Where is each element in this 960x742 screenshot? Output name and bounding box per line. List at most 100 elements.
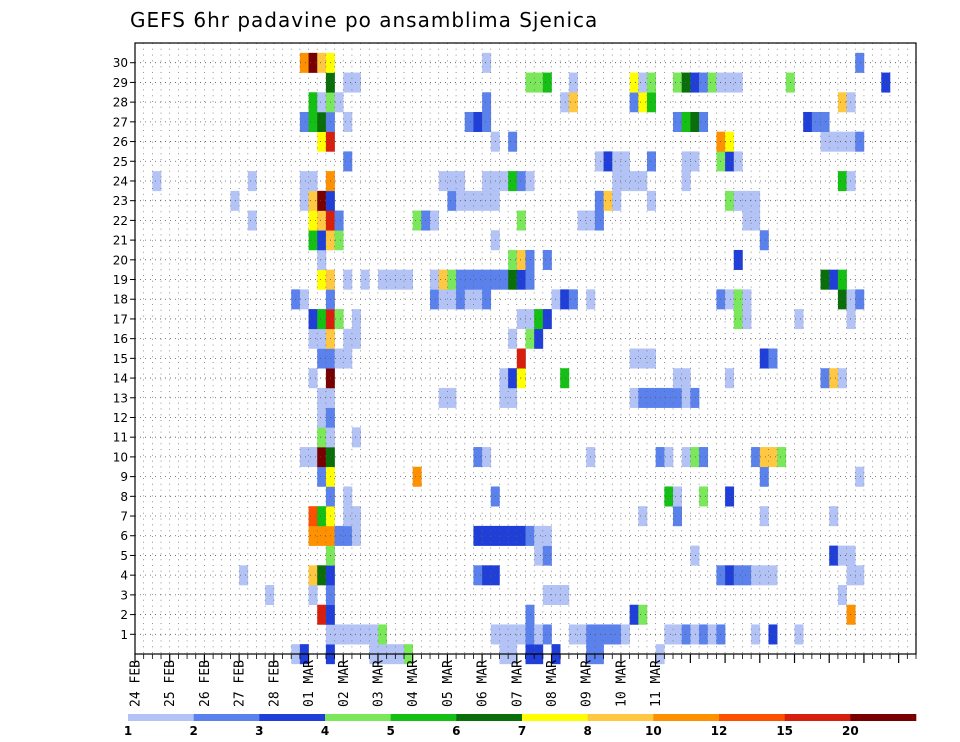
heatmap-cell (239, 565, 249, 586)
y-tick-label: 17 (113, 312, 128, 326)
heatmap-cell (516, 249, 526, 270)
grid-lines (135, 43, 916, 654)
x-tick-label: 04 MAR (406, 660, 421, 707)
heatmap-cell (317, 230, 327, 251)
heatmap-cell (646, 348, 656, 369)
heatmap-cell (308, 210, 318, 231)
heatmap-cell (612, 624, 622, 645)
colorbar-label: 7 (518, 724, 526, 738)
heatmap-cell (534, 525, 544, 546)
heatmap-cell (690, 545, 700, 566)
y-tick-label: 19 (113, 273, 128, 287)
heatmap-cell (612, 151, 622, 172)
heatmap-cell (629, 171, 639, 192)
heatmap-cell (343, 348, 353, 369)
y-tick-label: 14 (113, 372, 128, 386)
x-tick-label: 03 MAR (371, 660, 386, 707)
y-tick-label: 30 (113, 56, 128, 70)
heatmap-cell (846, 289, 856, 310)
heatmap-cell (811, 111, 821, 132)
heatmap-cell (629, 72, 639, 93)
heatmap-cell (646, 92, 656, 113)
heatmap-cell (629, 348, 639, 369)
heatmap-cell (742, 190, 752, 211)
heatmap-cell (612, 190, 622, 211)
heatmap-cell (638, 171, 648, 192)
heatmap-cell (725, 131, 735, 152)
heatmap-cell (664, 624, 674, 645)
heatmap-cell (317, 525, 327, 546)
y-tick-label: 25 (113, 155, 128, 169)
y-tick-label: 1 (120, 628, 128, 642)
heatmap-cell (568, 72, 578, 93)
heatmap-cell (759, 506, 769, 527)
heatmap-cell (447, 289, 457, 310)
heatmap-cell (594, 190, 604, 211)
heatmap-cell (646, 151, 656, 172)
heatmap-cell (308, 171, 318, 192)
heatmap-cell (742, 309, 752, 330)
heatmap-cell (664, 387, 674, 408)
heatmap-cell (733, 151, 743, 172)
heatmap-cell (516, 210, 526, 231)
heatmap-cell (369, 624, 379, 645)
heatmap-cell (673, 368, 682, 389)
heatmap-cell (837, 545, 847, 566)
heatmap-cell (308, 447, 318, 468)
heatmap-cell (516, 269, 526, 290)
heatmap-cell (638, 72, 648, 93)
heatmap-cell (560, 368, 570, 389)
heatmap-cell (447, 190, 457, 211)
heatmap-cell (542, 72, 552, 93)
y-tick-label: 2 (120, 608, 128, 622)
heatmap-cell (846, 545, 856, 566)
heatmap-cell (681, 171, 691, 192)
heatmap-cell (334, 210, 344, 231)
colorbar-label: 15 (776, 724, 793, 738)
heatmap-cell (534, 545, 544, 566)
heatmap-cell (482, 190, 492, 211)
x-tick-label: 24 FEB (129, 660, 144, 707)
heatmap-cell (759, 348, 769, 369)
heatmap-cell (343, 624, 353, 645)
heatmap-cell (681, 368, 691, 389)
heatmap-cell (794, 309, 804, 330)
heatmap-cell (516, 171, 526, 192)
heatmap-cell (308, 328, 318, 349)
heatmap-cell (438, 387, 448, 408)
heatmap-cell (673, 486, 682, 507)
heatmap-cell (473, 525, 483, 546)
heatmap-cell (725, 368, 735, 389)
heatmap-cell (707, 72, 717, 93)
heatmap-cell (733, 289, 743, 310)
heatmap-cell (794, 624, 804, 645)
heatmap-cell (699, 624, 709, 645)
colorbar-label: 4 (321, 724, 329, 738)
heatmap-cell (525, 309, 535, 330)
colorbar-label: 12 (711, 724, 728, 738)
heatmap-cell (725, 289, 735, 310)
heatmap-cell (308, 52, 318, 73)
heatmap-cell (430, 210, 440, 231)
x-tick-label: 26 FEB (198, 660, 213, 707)
y-tick-label: 16 (113, 332, 128, 346)
heatmap-cell (308, 230, 318, 251)
y-tick-label: 7 (120, 510, 128, 524)
colorbar-swatch (522, 714, 588, 721)
heatmap-cell (603, 190, 613, 211)
heatmap-cell (594, 151, 604, 172)
heatmap-cell (837, 131, 847, 152)
heatmap-cell (837, 289, 847, 310)
heatmap-cell (508, 249, 518, 270)
heatmap-cell (759, 565, 769, 586)
heatmap-cell (308, 111, 318, 132)
heatmap-cell (308, 565, 318, 586)
x-tick-label: 09 MAR (580, 660, 595, 707)
heatmap-cell (317, 309, 327, 330)
heatmap-cell (733, 190, 743, 211)
heatmap-cell (351, 624, 361, 645)
heatmap-cell (334, 230, 344, 251)
heatmap-cell (317, 269, 327, 290)
heatmap-cell (829, 131, 839, 152)
